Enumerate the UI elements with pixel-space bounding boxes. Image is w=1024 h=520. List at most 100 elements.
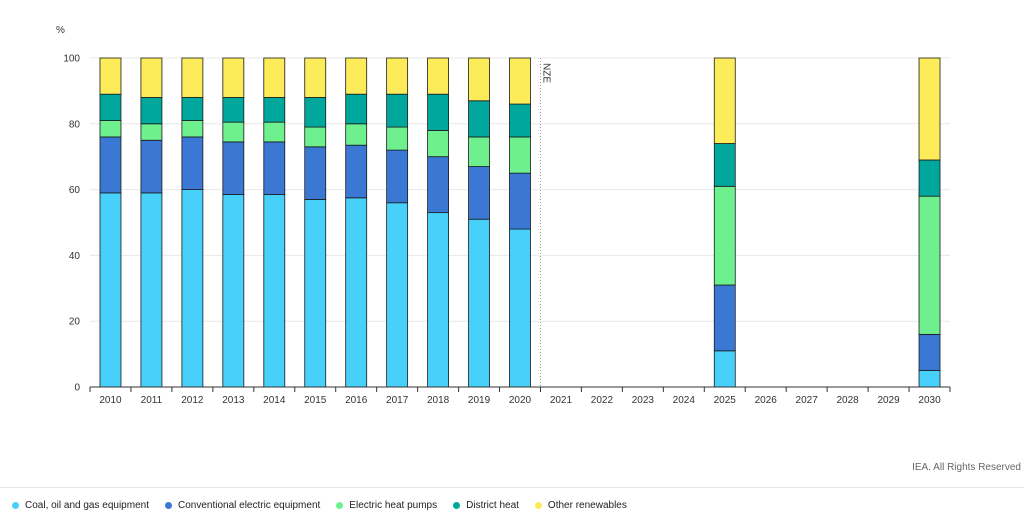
legend-swatch [453,502,461,509]
legend-swatch [534,502,542,509]
legend-swatch [164,502,172,509]
bar-segment[interactable] [181,57,204,98]
bar-segment[interactable] [181,97,204,121]
x-tick-label: 2030 [918,395,941,406]
x-tick-label: 2026 [755,395,778,406]
x-tick-label: 2010 [99,395,122,406]
bar-segment[interactable] [918,159,941,197]
bar-segment[interactable] [509,103,531,138]
annotations: NZE [539,58,551,387]
bar-segment[interactable] [713,143,736,187]
x-tick-label: 2011 [141,395,163,406]
bar-segment[interactable] [345,197,368,388]
bar-segment[interactable] [99,192,122,388]
bar-segment[interactable] [181,189,204,388]
bar-segment[interactable] [713,284,736,352]
bar-segment[interactable] [263,141,286,195]
x-tick-label: 2023 [632,395,655,406]
annotation-label: NZE [540,63,551,83]
bar-segment[interactable] [222,194,245,388]
bar-segment[interactable] [140,139,163,194]
bar-segment[interactable] [427,156,449,214]
bar-segment[interactable] [468,136,490,167]
bar-segment[interactable] [918,333,941,371]
bar-segment[interactable] [427,129,449,158]
bar-segment[interactable] [386,149,409,204]
bar-segment[interactable] [713,350,736,388]
bar-segment[interactable] [222,141,245,195]
x-tick-label: 2019 [468,395,491,406]
x-tick-label: 2017 [386,395,409,406]
bar-segment[interactable] [263,194,286,388]
bar-segment[interactable] [386,93,409,128]
bar-segment[interactable] [222,121,245,143]
bar-segment[interactable] [345,57,368,95]
bar-segment[interactable] [304,97,327,128]
bar-segment[interactable] [345,144,368,199]
bar-segment[interactable] [386,126,409,151]
bar-segment[interactable] [386,202,409,388]
legend-label: Conventional electric equipment [177,500,321,511]
bar-segment[interactable] [386,57,409,95]
bar-segment[interactable] [509,228,531,388]
bar-segment[interactable] [181,120,204,138]
bar-segment[interactable] [509,57,531,105]
bar-segment[interactable] [509,172,531,230]
legend-label: Other renewables [547,500,627,511]
bar-segment[interactable] [304,146,327,200]
bar-segment[interactable] [918,370,941,388]
legend-item[interactable]: Coal, oil and gas equipment [12,500,149,511]
bar-segment[interactable] [713,57,736,144]
bar-segment[interactable] [140,97,163,125]
bar-segment[interactable] [468,57,490,102]
bar-segment[interactable] [304,57,327,98]
legend-swatch [336,502,344,509]
bar-segment[interactable] [918,195,941,335]
bar-segment[interactable] [263,57,286,98]
bar-segment[interactable] [427,57,449,95]
legend-swatch [12,502,19,509]
bar-segment[interactable] [713,185,736,286]
legend-item[interactable]: District heat [453,500,519,511]
bar-segment[interactable] [99,57,122,95]
x-tick-label: 2014 [263,395,286,406]
legend-item[interactable]: Other renewables [534,500,627,511]
bar-segment[interactable] [140,123,163,141]
y-tick-label: 80 [69,119,81,130]
x-tick-label: 2025 [714,395,737,406]
y-tick-label: 40 [69,251,81,262]
bar-segment[interactable] [345,123,368,146]
x-tick-label: 2021 [550,395,573,406]
bar-segment[interactable] [140,192,163,388]
bar-segment[interactable] [304,126,327,148]
legend-item[interactable]: Electric heat pumps [336,500,437,511]
legend: Coal, oil and gas equipment Conventional … [12,500,643,511]
y-tick-labels: 0 20 40 60 80 100 [63,54,80,394]
bar-segment[interactable] [918,57,941,161]
bar-segment[interactable] [263,97,286,123]
y-tick-label: 100 [63,54,80,65]
bar-segment[interactable] [345,93,368,125]
bar-segment[interactable] [427,93,449,131]
legend-item[interactable]: Conventional electric equipment [164,500,321,511]
y-tick-label: 60 [69,185,81,196]
x-axis: 2010 2011 2012 2013 2014 2015 2016 2017 2018 2019… [89,386,951,406]
bar-segment[interactable] [222,97,245,123]
bar-segment[interactable] [468,218,490,388]
bar-segment[interactable] [140,57,163,98]
bar-segment[interactable] [468,100,490,138]
bar-segment[interactable] [509,136,531,174]
bar-segment[interactable] [222,57,245,98]
x-tick-label: 2024 [673,395,696,406]
x-tick-label: 2028 [836,395,859,406]
bar-segment[interactable] [181,136,204,191]
bar-segment[interactable] [99,93,122,121]
x-tick-label: 2015 [304,395,327,406]
y-tick-label: 0 [74,383,80,394]
bar-segment[interactable] [263,121,286,143]
bar-segment[interactable] [468,166,490,220]
bar-segment[interactable] [99,120,122,138]
bar-segment[interactable] [99,136,122,194]
bar-segment[interactable] [304,199,327,388]
bar-segment[interactable] [427,212,449,388]
